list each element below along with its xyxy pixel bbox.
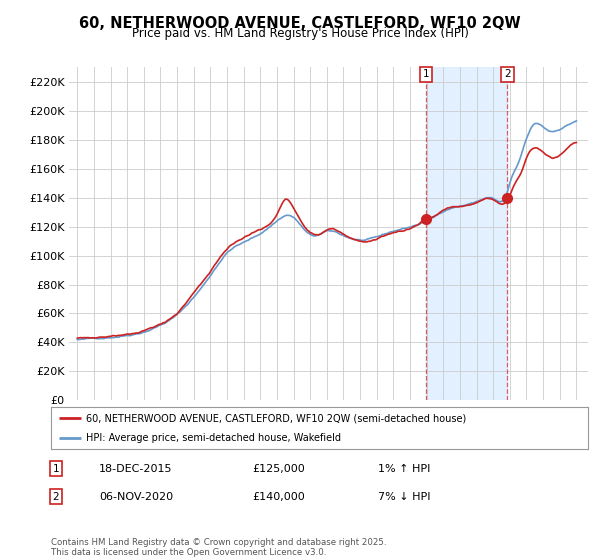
Text: 60, NETHERWOOD AVENUE, CASTLEFORD, WF10 2QW: 60, NETHERWOOD AVENUE, CASTLEFORD, WF10 …: [79, 16, 521, 31]
Text: 1: 1: [422, 69, 429, 80]
Text: 18-DEC-2015: 18-DEC-2015: [99, 464, 173, 474]
Text: £140,000: £140,000: [252, 492, 305, 502]
Text: 06-NOV-2020: 06-NOV-2020: [99, 492, 173, 502]
Text: 60, NETHERWOOD AVENUE, CASTLEFORD, WF10 2QW (semi-detached house): 60, NETHERWOOD AVENUE, CASTLEFORD, WF10 …: [86, 413, 466, 423]
Text: Contains HM Land Registry data © Crown copyright and database right 2025.
This d: Contains HM Land Registry data © Crown c…: [51, 538, 386, 557]
Bar: [426, 67, 508, 400]
Text: HPI: Average price, semi-detached house, Wakefield: HPI: Average price, semi-detached house,…: [86, 433, 341, 443]
Text: 2: 2: [52, 492, 59, 502]
Text: 2: 2: [504, 69, 511, 80]
Text: £125,000: £125,000: [252, 464, 305, 474]
Text: 7% ↓ HPI: 7% ↓ HPI: [378, 492, 431, 502]
Text: Price paid vs. HM Land Registry's House Price Index (HPI): Price paid vs. HM Land Registry's House …: [131, 27, 469, 40]
Text: 1: 1: [52, 464, 59, 474]
Text: 1% ↑ HPI: 1% ↑ HPI: [378, 464, 430, 474]
